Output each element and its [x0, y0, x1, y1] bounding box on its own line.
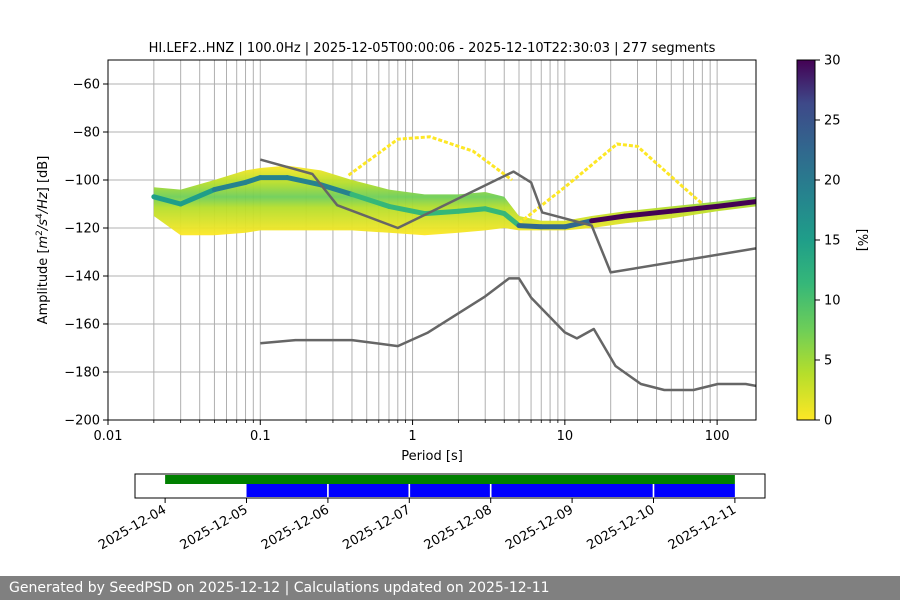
timeline-blue-segment — [328, 484, 409, 497]
y-tick-label: −120 — [64, 222, 100, 237]
psd-heatmap — [151, 135, 756, 236]
x-tick-label: 1 — [408, 429, 416, 444]
y-tick-label: −200 — [64, 414, 100, 429]
psd-outlier-arch — [518, 142, 704, 225]
x-tick-label: 0.01 — [94, 429, 123, 444]
colorbar-tick-label: 25 — [824, 114, 841, 129]
colorbar-tick-label: 15 — [824, 234, 841, 249]
timeline-blue-segment — [654, 484, 735, 497]
timeline-blue-segment — [491, 484, 653, 497]
noise-model-nhnm — [259, 158, 756, 274]
x-axis-ticks: 0.01 0.1 1 10 100 — [94, 420, 730, 444]
timeline-tick-label: 2025-12-11 — [666, 502, 739, 553]
psd-mode-segment — [243, 175, 263, 185]
y-tick-label: −100 — [64, 174, 100, 189]
psd-mode-segment — [501, 211, 522, 229]
psd-outlier-arch — [347, 135, 513, 182]
y-axis-ticks: −200 −180 −160 −140 −120 −100 −80 −60 — [64, 78, 108, 429]
timeline-tick-label: 2025-12-10 — [585, 502, 658, 553]
psd-mode-segment — [349, 191, 392, 209]
timeline-bars — [165, 475, 735, 497]
x-axis-label: Period [s] — [401, 449, 463, 464]
colorbar-ticks: 0 5 10 15 20 25 30 — [815, 54, 841, 429]
psd-mode-segment — [151, 194, 184, 207]
colorbar-tick-label: 20 — [824, 174, 841, 189]
footer-text: Generated by SeedPSD on 2025-12-12 | Cal… — [9, 580, 550, 596]
colorbar-tick-label: 5 — [824, 354, 832, 369]
timeline-green-bar — [165, 475, 735, 484]
y-tick-label: −160 — [64, 318, 100, 333]
psd-mode-segment — [284, 175, 324, 188]
x-tick-label: 0.1 — [250, 429, 271, 444]
psd-mode-segment — [589, 213, 628, 224]
y-axis-label: Amplitude [m2/s4/Hz] [dB] — [35, 156, 51, 325]
colorbar-tick-label: 30 — [824, 54, 841, 69]
psd-figure: HI.LEF2..HNZ | 100.0Hz | 2025-12-05T00:0… — [35, 41, 869, 553]
timeline-tick-label: 2025-12-06 — [259, 502, 332, 553]
colorbar-label: [%] — [854, 229, 869, 252]
psd-mode-segment — [386, 203, 428, 217]
timeline-ticks: 2025-12-04 2025-12-05 2025-12-06 2025-12-07… — [96, 498, 739, 553]
colorbar-tick-label: 0 — [824, 414, 832, 429]
psd-mode-segment — [668, 203, 720, 214]
psd-mode-segment — [455, 206, 488, 214]
psd-mode-segment — [714, 199, 756, 209]
timeline-blue-segment — [410, 484, 490, 497]
y-tick-label: −180 — [64, 366, 100, 381]
timeline-tick-label: 2025-12-08 — [422, 502, 495, 553]
psd-mode-segment — [211, 179, 249, 193]
x-tick-label: 100 — [705, 429, 730, 444]
timeline-tick-label: 2025-12-09 — [503, 502, 576, 553]
y-tick-label: −60 — [73, 78, 100, 93]
noise-model-nlnm — [260, 277, 756, 392]
timeline-tick-label: 2025-12-05 — [178, 502, 251, 553]
colorbar-tick-label: 10 — [824, 294, 841, 309]
timeline-tick-label: 2025-12-07 — [340, 502, 413, 553]
colorbar — [796, 59, 816, 421]
timeline-tick-label: 2025-12-04 — [96, 502, 169, 553]
y-tick-label: −140 — [64, 270, 100, 285]
noise-model-lines — [259, 158, 756, 392]
timeline-blue-segment — [246, 484, 328, 497]
footer-bar: Generated by SeedPSD on 2025-12-12 | Cal… — [0, 576, 900, 600]
plot-frame — [107, 59, 757, 421]
psd-mode-segment — [562, 218, 595, 230]
psd-mode-segment — [622, 208, 674, 219]
psd-mode-segment — [318, 182, 355, 197]
psd-mode-segment — [178, 187, 217, 207]
grid-lines — [108, 60, 756, 420]
x-tick-label: 10 — [557, 429, 574, 444]
chart-title: HI.LEF2..HNZ | 100.0Hz | 2025-12-05T00:0… — [149, 41, 716, 56]
psd-mode-segment — [482, 206, 507, 217]
psd-mode-segment — [516, 223, 544, 230]
y-tick-label: −80 — [73, 126, 100, 141]
